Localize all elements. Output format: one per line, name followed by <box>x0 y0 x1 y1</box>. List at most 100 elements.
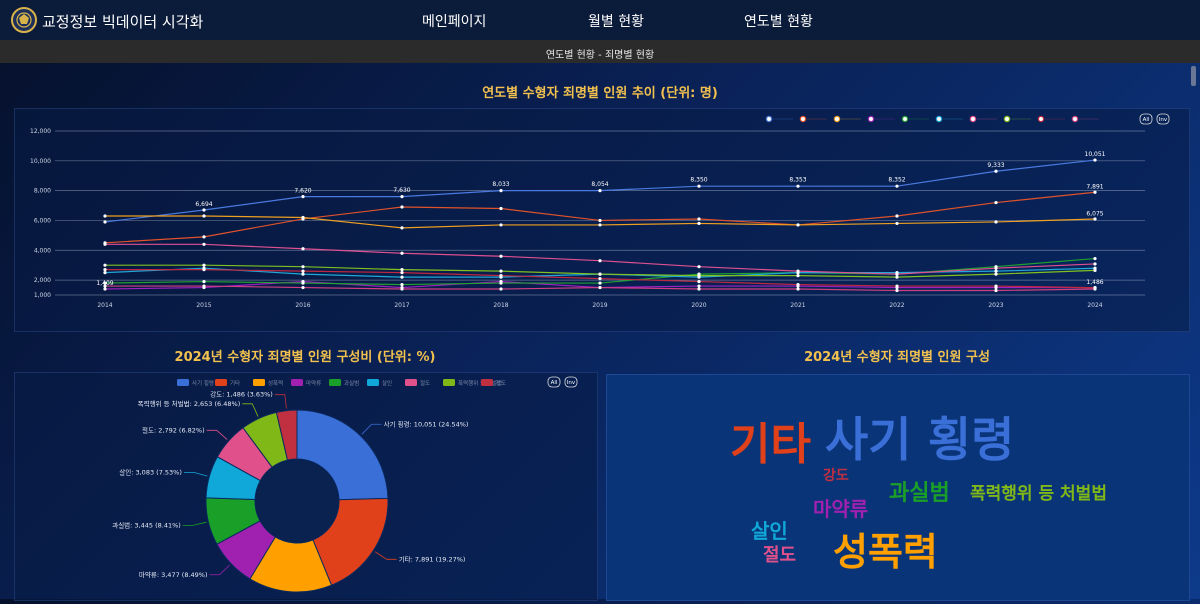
line-point <box>103 287 107 291</box>
line-point <box>895 284 899 288</box>
line-chart-title: 연도별 수형자 죄명별 인원 추이 (단위: 명) <box>482 86 718 101</box>
donut-hole <box>256 460 338 542</box>
line-point <box>1093 262 1097 266</box>
line-point <box>103 263 107 267</box>
legend-button-frame <box>547 376 561 388</box>
line-point <box>499 206 503 211</box>
data-label: 8,033 <box>492 181 509 188</box>
data-label: 8,353 <box>789 176 806 183</box>
sub-header-bar: 연도별 현황 - 죄명별 현황 <box>0 40 1200 63</box>
emblem-logo-icon <box>11 7 37 33</box>
legend-swatch <box>481 379 493 386</box>
line-point <box>202 268 206 272</box>
legend-swatch <box>177 379 189 386</box>
data-label: 7,620 <box>294 187 311 194</box>
nav-monthly-status[interactable]: 월별 현황 <box>588 14 644 30</box>
line-point <box>499 281 503 285</box>
line-point <box>994 220 998 224</box>
pie-slice-label: 기타: 7,891 (19.27%) <box>399 554 466 563</box>
pie-label-line <box>274 394 287 409</box>
x-tick-label: 2020 <box>691 302 706 309</box>
line-point <box>598 285 602 290</box>
pie-label-line <box>374 551 397 560</box>
x-tick-label: 2016 <box>295 302 310 309</box>
cloud-word-sexual-violence: 성폭력 <box>833 530 938 574</box>
line-point <box>202 263 206 267</box>
scrollbar-thumb[interactable] <box>1191 66 1196 86</box>
pie-label-line <box>361 423 382 435</box>
data-label: 10,051 <box>1085 151 1106 158</box>
line-point <box>697 184 701 188</box>
line-point <box>103 242 107 246</box>
legend-all-button[interactable]: All <box>551 380 558 386</box>
line-point <box>103 268 107 272</box>
line-point <box>400 282 404 287</box>
line-point <box>697 279 701 284</box>
line-point <box>1093 287 1097 291</box>
legend-invert-button[interactable]: Inv <box>1159 117 1168 123</box>
y-tick-label: 10,000 <box>30 158 51 165</box>
data-label: 8,350 <box>690 176 707 183</box>
legend-marker <box>935 115 943 123</box>
line-point <box>400 226 404 230</box>
line-point <box>796 287 800 291</box>
line-point <box>301 269 305 273</box>
line-point <box>499 287 503 291</box>
pie-label-line <box>209 564 230 576</box>
legend-swatch <box>405 379 417 386</box>
legend-all-button[interactable]: All <box>1143 117 1150 123</box>
legend-entry: 살인 <box>382 379 392 387</box>
line-point <box>895 221 899 226</box>
x-tick-label: 2015 <box>196 302 211 309</box>
legend-entry: 사기 횡령 <box>192 379 214 387</box>
line-point <box>598 259 602 263</box>
line-point <box>895 272 899 276</box>
nav-yearly-status[interactable]: 연도별 현황 <box>744 14 813 30</box>
line-point <box>499 269 503 273</box>
line-point <box>301 195 305 199</box>
data-label: 6,694 <box>195 201 212 208</box>
legend-marker <box>799 115 807 123</box>
line-point <box>796 269 800 273</box>
cloud-word-fraud-embezzlement: 사기 횡령 <box>825 413 1015 468</box>
line-point <box>994 200 998 205</box>
x-tick-label: 2023 <box>988 302 1003 309</box>
line-point <box>796 274 800 278</box>
legend-swatch <box>253 379 265 386</box>
data-label: 9,333 <box>987 162 1004 169</box>
line-point <box>103 271 107 275</box>
line-chart: 1,000 2,000 4,000 6,000 8,000 10,000 12,000 201… <box>30 113 1170 309</box>
line-point <box>499 223 503 227</box>
legend-invert-button[interactable]: Inv <box>567 380 576 386</box>
line-point <box>499 274 503 278</box>
pie-chart-panel: 사기 횡령: 10,051 (24.54%) 기타: 7,891 (19.27%)… <box>14 372 598 601</box>
line-point <box>994 169 998 173</box>
legend-marker <box>867 115 875 123</box>
line-point <box>202 235 206 239</box>
pie-slice-8 <box>275 409 298 461</box>
line-point <box>301 281 305 285</box>
nav-main-page[interactable]: 메인페이지 <box>422 14 487 30</box>
y-tick-label: 8,000 <box>34 188 51 195</box>
line-point <box>1093 158 1097 162</box>
line-series-1 <box>104 191 1096 244</box>
line-point <box>697 265 701 269</box>
line-point <box>301 285 305 290</box>
x-tick-label: 2018 <box>493 302 508 309</box>
line-point <box>1093 268 1097 272</box>
data-label: 7,891 <box>1086 183 1103 190</box>
cloud-word-negligence: 과실범 <box>889 481 950 506</box>
x-tick-label: 2014 <box>97 302 112 309</box>
line-point <box>994 272 998 276</box>
pie-slice-0 <box>296 409 389 501</box>
pie-slice-label: 강도: 1,486 (3.63%) <box>210 390 273 399</box>
legend-entry: 강도 <box>496 380 506 387</box>
line-chart-panel: 1,000 2,000 4,000 6,000 8,000 10,000 12,000 201… <box>14 108 1190 332</box>
line-point <box>103 284 107 288</box>
y-tick-label: 1,000 <box>34 292 51 299</box>
line-point <box>994 284 998 288</box>
line-point <box>1093 256 1097 261</box>
line-point <box>697 274 701 278</box>
y-tick-label: 2,000 <box>34 277 51 284</box>
pie-slice-label: 폭력행위 등 처벌법: 2,653 (6.48%) <box>138 399 241 408</box>
